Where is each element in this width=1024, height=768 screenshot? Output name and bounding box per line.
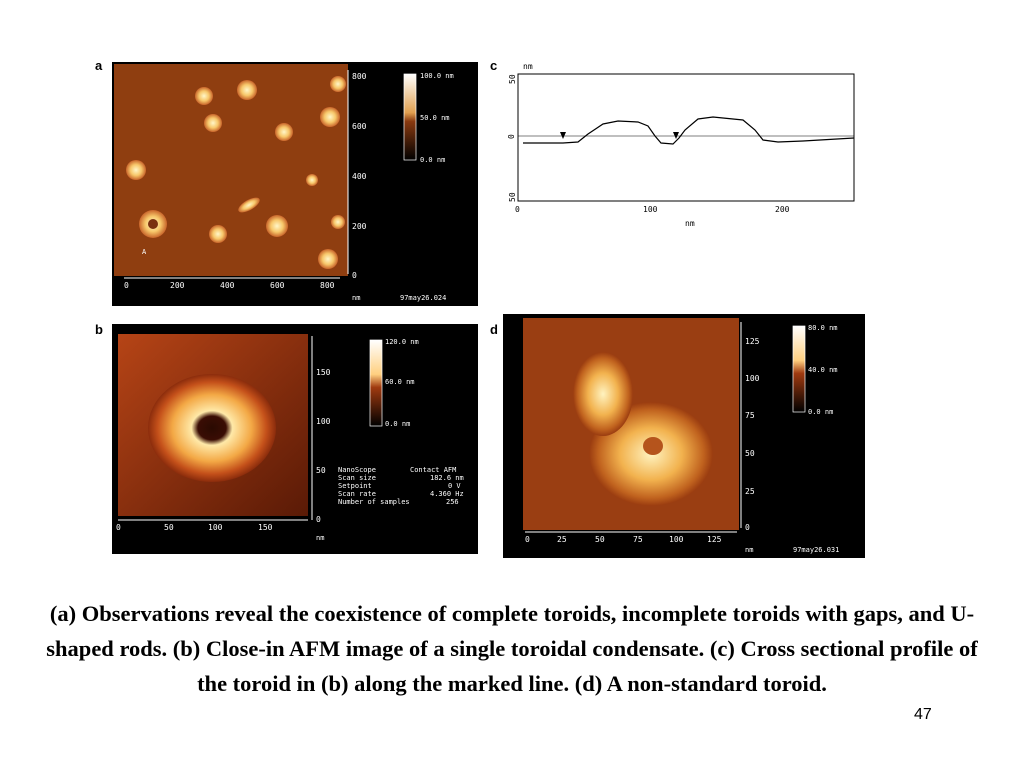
panel-b-scale-mid: 60.0 nm <box>385 378 415 386</box>
panel-a-x-tick: 400 <box>220 281 235 290</box>
panel-b-x-tick: 0 <box>116 523 121 532</box>
panel-b-toroid <box>148 374 276 482</box>
panel-c-y-tick: 50 <box>508 74 517 84</box>
panel-d-unit: nm <box>745 546 753 554</box>
panel-d-scale-max: 80.0 nm <box>808 324 838 332</box>
panel-b-x-tick: 50 <box>164 523 174 532</box>
panel-b-info-value: Contact AFM <box>410 466 456 474</box>
panel-b-info-label: Setpoint <box>338 482 372 490</box>
panel-c-marker-left <box>560 132 566 139</box>
panel-b-info-label: Scan rate <box>338 490 376 498</box>
panel-b-y-tick: 100 <box>316 417 331 426</box>
panel-a-afm-figure: A 800 600 400 200 0 0 200 400 600 800 nm… <box>112 62 478 306</box>
panel-a-y-tick: 400 <box>352 172 367 181</box>
panel-b-info-label: Scan size <box>338 474 376 482</box>
panel-b-color-scale <box>369 339 383 427</box>
panel-c-profile-figure: nm 50 0 50 0 100 200 nm <box>507 62 855 228</box>
panel-c-x-tick: 100 <box>643 205 658 214</box>
panel-b-letter: b <box>95 322 103 337</box>
panel-d-y-tick: 0 <box>745 523 750 532</box>
figure-caption: (a) Observations reveal the coexistence … <box>46 601 978 696</box>
panel-a-y-tick: 200 <box>352 222 367 231</box>
panel-b-scale-max: 120.0 nm <box>385 338 419 346</box>
panel-d-y-tick: 75 <box>745 411 755 420</box>
panel-a-scale-min: 0.0 nm <box>420 156 445 164</box>
panel-a-scale-mid: 50.0 nm <box>420 114 450 122</box>
panel-a-x-tick: 800 <box>320 281 335 290</box>
panel-a-toroids <box>126 76 346 269</box>
panel-c-profile-line <box>523 116 855 145</box>
panel-d-file-label: 97may26.031 <box>793 546 839 554</box>
panel-a-corner-mark: A <box>142 248 147 256</box>
panel-b-y-tick: 50 <box>316 466 326 475</box>
panel-a-file-label: 97may26.024 <box>400 294 446 302</box>
panel-c-marker-right <box>673 132 679 139</box>
panel-a-scan-image <box>114 64 348 276</box>
panel-d-scale-min: 0.0 nm <box>808 408 833 416</box>
panel-b-info-value: 182.6 nm <box>430 474 464 482</box>
panel-d-x-tick: 125 <box>707 535 722 544</box>
panel-d-scale-mid: 40.0 nm <box>808 366 838 374</box>
panel-d-y-tick: 125 <box>745 337 760 346</box>
panel-d-color-scale <box>792 325 806 413</box>
panel-d-y-tick: 50 <box>745 449 755 458</box>
panel-c-y-tick: 50 <box>508 192 517 202</box>
panel-b-info-value: 256 <box>446 498 459 506</box>
panel-a-y-tick: 600 <box>352 122 367 131</box>
panel-a-x-tick: 0 <box>124 281 129 290</box>
panel-b-x-tick: 100 <box>208 523 223 532</box>
panel-d-x-tick: 25 <box>557 535 567 544</box>
panel-a-x-tick: 200 <box>170 281 185 290</box>
panel-d-y-tick: 100 <box>745 374 760 383</box>
panel-c-y-tick: 0 <box>507 134 516 139</box>
panel-b-scale-min: 0.0 nm <box>385 420 410 428</box>
panel-b-info-value: 4.360 Hz <box>430 490 464 498</box>
panel-a-letter: a <box>95 58 103 73</box>
panel-d-y-tick: 25 <box>745 487 755 496</box>
panel-d-x-tick: 75 <box>633 535 643 544</box>
panel-c-x-unit: nm <box>685 219 695 228</box>
panel-b-y-tick: 150 <box>316 368 331 377</box>
panel-b-y-tick: 0 <box>316 515 321 524</box>
panel-b-info-label: NanoScope <box>338 466 376 474</box>
panel-c-x-tick: 200 <box>775 205 790 214</box>
panel-a-unit: nm <box>352 294 360 302</box>
panel-a-scale-max: 100.0 nm <box>420 72 454 80</box>
panel-c-y-unit: nm <box>523 62 533 71</box>
panel-b-x-tick: 150 <box>258 523 273 532</box>
panel-d-toroid <box>573 352 713 506</box>
panel-a-color-scale <box>403 73 417 161</box>
panel-a-y-tick: 800 <box>352 72 367 81</box>
panel-d-letter: d <box>490 322 498 337</box>
panel-c-x-tick: 0 <box>515 205 520 214</box>
panel-d-afm-figure: 125 100 75 50 25 0 0 25 50 75 100 125 nm… <box>503 314 865 558</box>
panel-d-x-tick: 0 <box>525 535 530 544</box>
panel-b-afm-figure: 150 100 50 0 0 50 100 150 nm 120.0 nm 60… <box>112 324 478 554</box>
panel-c-letter: c <box>490 58 498 73</box>
panel-a-x-tick: 600 <box>270 281 285 290</box>
panel-d-x-tick: 100 <box>669 535 684 544</box>
panel-b-info-value: 0 V <box>448 482 461 490</box>
slide-number: 47 <box>914 706 932 723</box>
panel-a-y-tick: 0 <box>352 271 357 280</box>
panel-b-unit: nm <box>316 534 324 542</box>
panel-b-info-block: NanoScope Contact AFM Scan size 182.6 nm… <box>338 466 464 506</box>
panel-b-info-label: Number of samples <box>338 498 410 506</box>
panel-d-x-tick: 50 <box>595 535 605 544</box>
